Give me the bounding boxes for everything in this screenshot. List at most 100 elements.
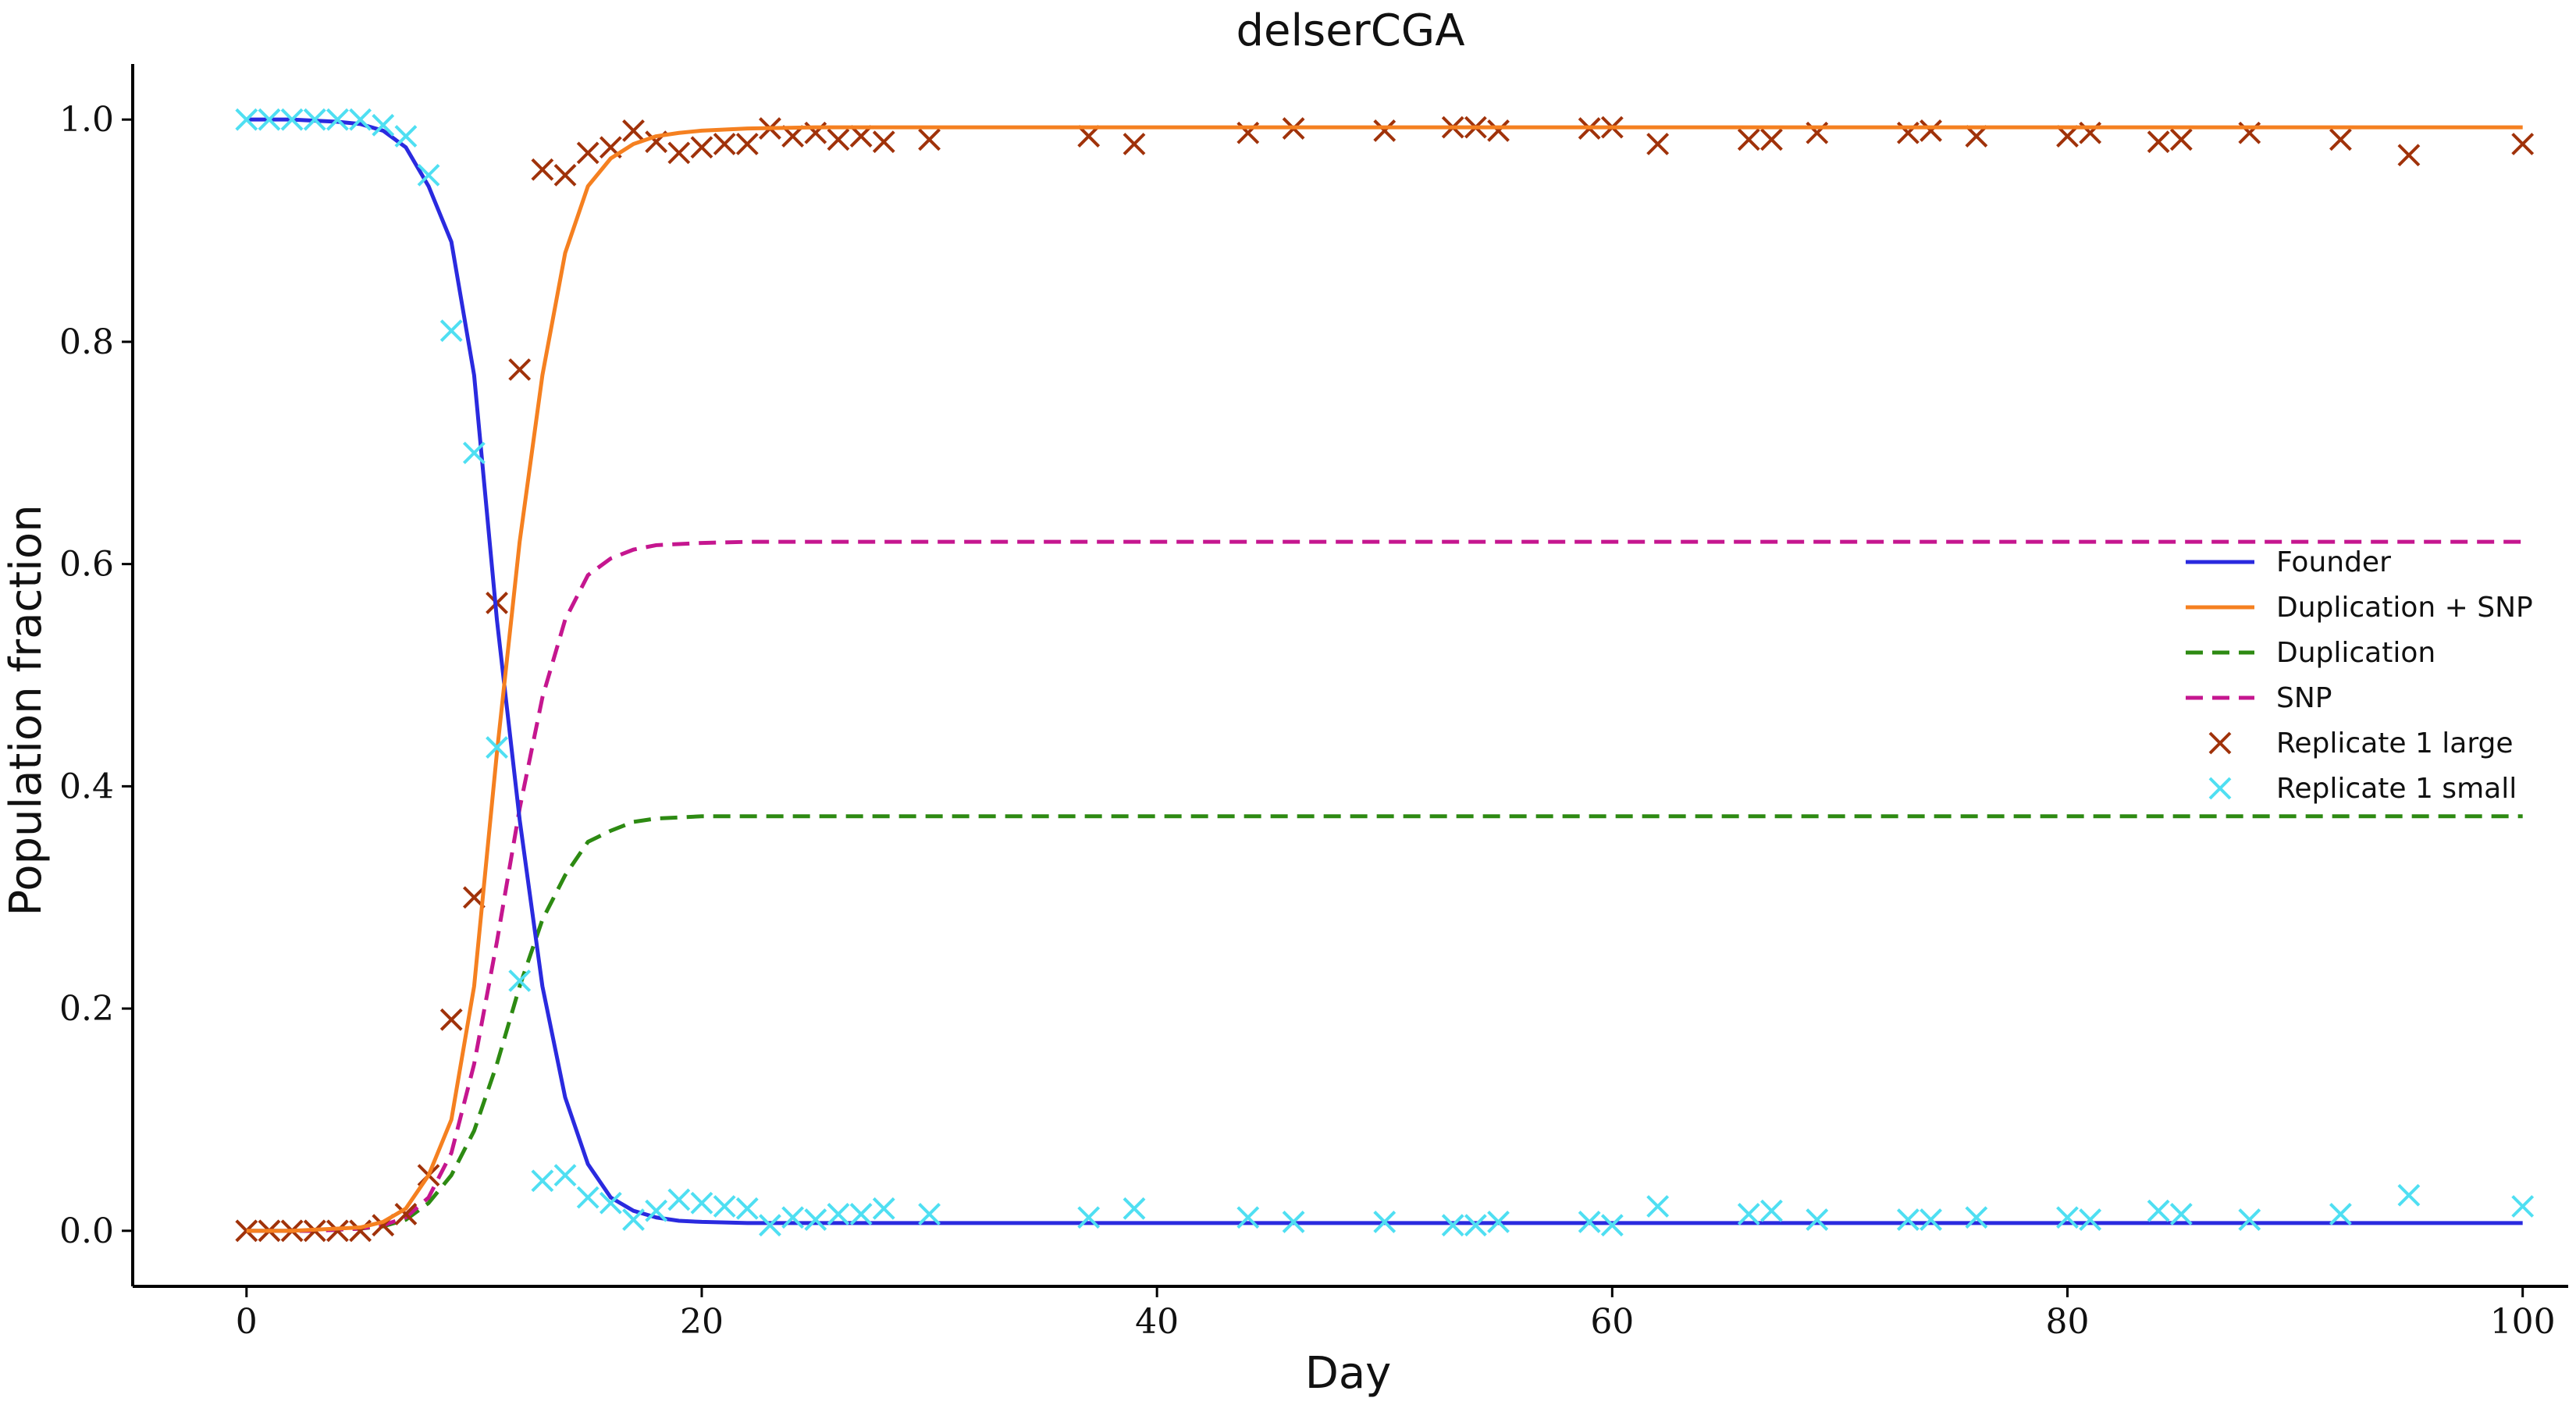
data-point <box>576 1186 600 1209</box>
data-point <box>1373 1211 1397 1233</box>
legend-label: Duplication <box>2276 637 2435 669</box>
chart-title: delserCGA <box>1236 5 1464 56</box>
data-point <box>872 1197 895 1220</box>
data-point <box>1646 1195 1670 1218</box>
data-point <box>2147 130 2170 154</box>
data-point <box>2511 133 2535 155</box>
data-point <box>1920 1208 1942 1231</box>
data-point <box>508 358 532 381</box>
data-point <box>804 1208 827 1231</box>
data-point <box>2147 1199 2170 1222</box>
legend-label: SNP <box>2276 682 2332 714</box>
data-point <box>2329 1203 2352 1225</box>
data-point <box>622 119 645 142</box>
data-point <box>2397 144 2421 167</box>
data-point <box>2056 125 2079 148</box>
data-point <box>1282 1211 1305 1233</box>
data-point <box>1965 125 1988 148</box>
x-tick-label: 20 <box>680 1302 724 1342</box>
legend-swatch <box>2208 731 2232 755</box>
y-tick-label: 0.2 <box>59 989 114 1029</box>
data-point <box>258 108 281 131</box>
data-point <box>2329 128 2352 151</box>
data-point <box>235 108 258 131</box>
data-point <box>1737 128 1760 151</box>
legend: Founder Duplication + SNP Duplication SNP Re… <box>2186 546 2533 805</box>
legend-label: Duplication + SNP <box>2276 592 2533 624</box>
data-point <box>849 125 873 148</box>
x-tick-label: 0 <box>236 1302 258 1342</box>
y-ticks: 0.0 0.2 0.4 0.6 0.8 1.0 <box>59 100 133 1251</box>
data-point <box>1965 1206 1988 1229</box>
data-point <box>508 969 532 992</box>
data-point <box>1806 1208 1829 1231</box>
legend-label: Replicate 1 large <box>2276 727 2514 759</box>
series-line-duplication <box>246 814 2523 1233</box>
data-point <box>1578 1211 1601 1233</box>
data-point <box>2056 1206 2079 1229</box>
data-point <box>1123 133 1146 155</box>
data-point <box>326 108 349 131</box>
x-ticks: 0 20 40 60 80 100 <box>236 1286 2556 1342</box>
data-point <box>2238 1208 2261 1231</box>
data-point <box>1487 1211 1510 1233</box>
data-point <box>462 441 486 464</box>
y-tick-label: 1.0 <box>59 100 114 140</box>
y-tick-label: 0.4 <box>59 767 114 806</box>
data-point <box>1646 133 1670 155</box>
data-point <box>1760 128 1783 151</box>
x-axis-label: Day <box>1305 1348 1392 1399</box>
data-point <box>713 1195 736 1218</box>
data-point <box>1236 1206 1260 1229</box>
legend-label: Replicate 1 small <box>2276 773 2517 805</box>
data-point <box>735 1197 759 1220</box>
data-point <box>417 163 440 187</box>
y-axis-label: Population fraction <box>1 504 52 916</box>
data-point <box>486 736 508 759</box>
data-point <box>2511 1195 2535 1218</box>
data-point <box>553 163 577 187</box>
legend-swatch <box>2208 777 2232 800</box>
data-point <box>576 141 600 165</box>
series-points-replicate-1-small <box>235 108 2535 1237</box>
data-point <box>2079 1208 2102 1231</box>
data-point <box>690 1191 713 1215</box>
data-point <box>2397 1183 2421 1207</box>
data-point <box>827 1203 850 1225</box>
data-point <box>1464 1214 1487 1237</box>
series-line-duplication-snp <box>246 125 2523 1233</box>
data-point <box>667 141 691 165</box>
data-point <box>713 133 736 155</box>
data-point <box>2169 1203 2193 1225</box>
series-line-snp <box>246 539 2523 1233</box>
x-tick-label: 80 <box>2046 1302 2090 1342</box>
legend-label: Founder <box>2276 546 2391 578</box>
series-points-replicate-1-large <box>235 116 2535 1243</box>
data-point <box>531 1169 554 1193</box>
y-tick-label: 0.8 <box>59 322 114 362</box>
data-point <box>1077 125 1101 148</box>
y-tick-label: 0.0 <box>59 1211 114 1251</box>
data-point <box>872 130 895 154</box>
data-point <box>1123 1197 1146 1220</box>
legend-item: Replicate 1 small <box>2208 773 2517 805</box>
data-point <box>690 136 713 159</box>
y-tick-label: 0.6 <box>59 545 114 585</box>
data-point <box>1441 1214 1464 1237</box>
legend-item: Duplication + SNP <box>2186 592 2533 624</box>
data-point <box>280 108 304 131</box>
data-point <box>439 319 463 343</box>
data-point <box>394 1203 418 1225</box>
data-point <box>781 1206 805 1229</box>
series-line-founder <box>246 117 2523 1225</box>
x-tick-label: 40 <box>1135 1302 1179 1342</box>
data-point <box>531 158 554 181</box>
data-point <box>1896 1208 1920 1231</box>
data-point <box>1487 119 1510 142</box>
data-point <box>349 108 372 131</box>
data-point <box>599 1191 622 1215</box>
data-point <box>326 1219 349 1243</box>
data-point <box>1077 1206 1101 1229</box>
data-point <box>1760 1199 1783 1222</box>
